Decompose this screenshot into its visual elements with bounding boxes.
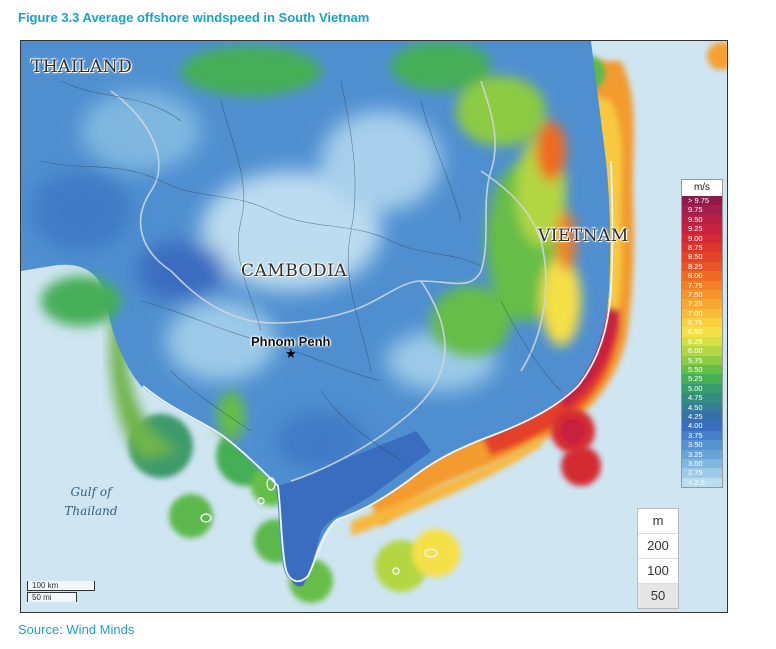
scale-bar-km xyxy=(27,581,95,591)
legend-item: 6.75 xyxy=(682,318,722,328)
legend-item: 5.75 xyxy=(682,355,722,366)
legend-item: 8.25 xyxy=(682,261,722,272)
legend-item: 4.50 xyxy=(682,402,722,412)
label-vietnam: VIETNAM xyxy=(538,226,629,246)
legend-item: 6.50 xyxy=(682,327,722,337)
legend-item: 2.75 xyxy=(682,468,722,478)
legend-item: 5.50 xyxy=(682,365,722,375)
mekong-delta xyxy=(276,431,431,587)
depth-50[interactable]: 50 xyxy=(638,583,678,608)
legend-item: 3.00 xyxy=(682,458,722,469)
legend-item: 3.50 xyxy=(682,440,722,450)
legend-item: 8.50 xyxy=(682,252,722,262)
legend-item: 3.25 xyxy=(682,449,722,459)
scale-bar: 100 km 50 mi xyxy=(27,579,97,605)
scale-bar-mi xyxy=(27,592,77,602)
depth-200[interactable]: 200 xyxy=(638,533,678,558)
legend-item: 5.00 xyxy=(682,383,722,394)
windspeed-legend: m/s > 9.75 9.75 9.50 9.25 9.00 8.75 8.50 8.25 8.… xyxy=(681,179,723,489)
gulf-label-line2: Thailand xyxy=(64,504,118,518)
label-gulf-of-thailand: Gulf of Thailand xyxy=(46,483,136,521)
country-borders xyxy=(110,80,547,482)
capital-star-icon: ★ xyxy=(285,346,297,361)
label-phnom-penh: Phnom Penh xyxy=(251,334,331,349)
wind-map[interactable]: THAILAND CAMBODIA VIETNAM Phnom Penh ★ G… xyxy=(20,40,728,613)
depth-100[interactable]: 100 xyxy=(638,558,678,583)
legend-item: 4.00 xyxy=(682,421,722,431)
legend-item: 4.75 xyxy=(682,393,722,403)
legend-unit: m/s xyxy=(693,182,711,193)
legend-item: 9.50 xyxy=(682,214,722,225)
legend-item: 9.75 xyxy=(682,205,722,215)
scale-km-label: 100 km xyxy=(32,581,59,590)
offshore-hotspot xyxy=(561,446,601,486)
legend-item: 8.00 xyxy=(682,271,722,281)
legend-item: 7.75 xyxy=(682,280,722,290)
islands xyxy=(200,477,438,575)
label-cambodia: CAMBODIA xyxy=(241,261,348,281)
legend-item: > 9.75 xyxy=(682,196,722,206)
depth-unit: m xyxy=(652,513,664,528)
label-thailand: THAILAND xyxy=(31,57,133,77)
legend-item: 5.25 xyxy=(682,374,722,384)
coastline xyxy=(142,160,614,583)
legend-item: 3.75 xyxy=(682,430,722,441)
depth-legend: m 200 100 50 xyxy=(637,508,679,609)
province-borders xyxy=(40,80,562,462)
legend-item: 7.50 xyxy=(682,289,722,300)
legend-item: 6.00 xyxy=(682,346,722,356)
legend-item: 4.25 xyxy=(682,411,722,422)
scale-mi-label: 50 mi xyxy=(32,593,52,602)
figure-source: Source: Wind Minds xyxy=(18,622,135,637)
legend-item: 9.00 xyxy=(682,233,722,243)
map-canvas xyxy=(21,41,727,612)
legend-item: 9.25 xyxy=(682,224,722,234)
offshore-hotspot xyxy=(561,419,585,443)
legend-item: 8.75 xyxy=(682,242,722,253)
land-mass xyxy=(21,41,611,582)
legend-item: 7.00 xyxy=(682,308,722,319)
legend-item: 6.25 xyxy=(682,336,722,347)
gulf-label-line1: Gulf of xyxy=(70,485,112,499)
figure-title: Figure 3.3 Average offshore windspeed in… xyxy=(18,10,370,25)
legend-rows: > 9.75 9.75 9.50 9.25 9.00 8.75 8.50 8.25 8.00 7.… xyxy=(682,196,722,488)
legend-item: 7.25 xyxy=(682,299,722,309)
legend-item: < 2.5 xyxy=(682,477,722,488)
